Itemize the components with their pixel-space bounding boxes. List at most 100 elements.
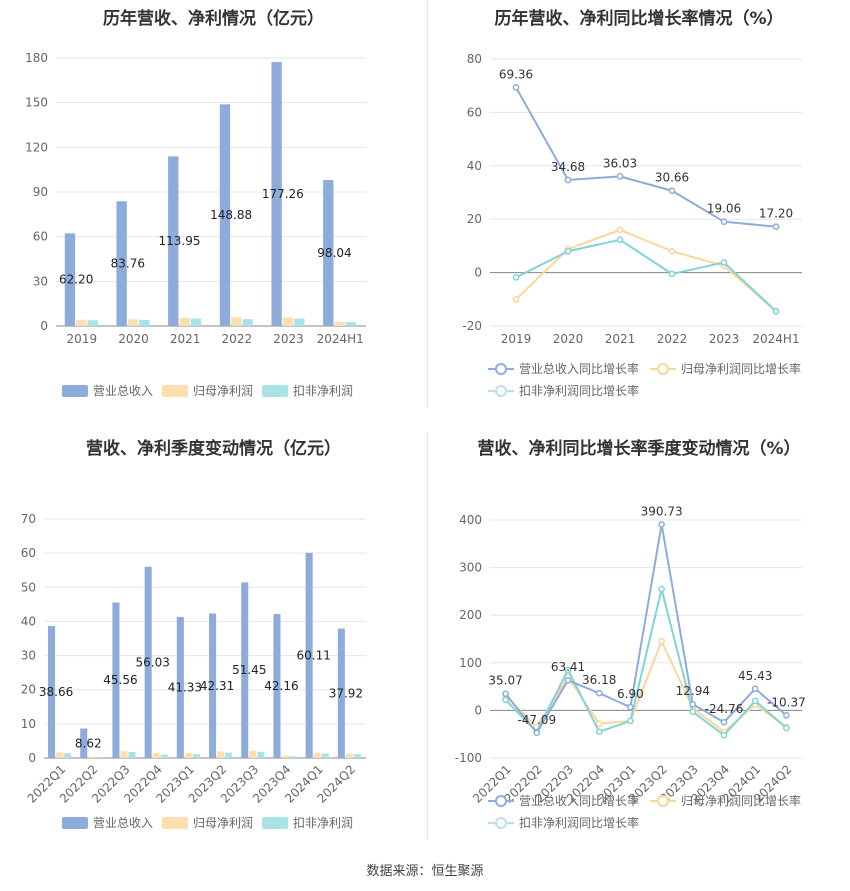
deducted-profit-bar	[139, 319, 150, 326]
deducted-growth-point	[564, 666, 572, 674]
annual-amount-title: 历年营收、净利情况（亿元）	[103, 9, 324, 29]
quarterly-growth-legend: 营业总收入同比增长率 归母净利润同比增长率 扣非净利润同比增长率	[428, 792, 850, 836]
parent-profit-bar	[281, 755, 289, 758]
legend-q-revenue-growth-label: 营业总收入同比增长率	[519, 794, 640, 808]
revenue-data-label: 38.66	[39, 685, 73, 699]
annual-growth-title: 历年营收、净利同比增长率情况（%）	[494, 9, 784, 29]
y-tick-label: 0	[474, 703, 482, 717]
revenue-bar	[305, 552, 313, 758]
legend-q-parent-growth[interactable]: 归母净利润同比增长率	[650, 792, 801, 809]
revenue-data-label: 8.62	[75, 736, 102, 750]
y-tick-label: 300	[459, 561, 482, 575]
legend-q-revenue[interactable]: 营业总收入	[62, 814, 153, 831]
legend-q-deducted-growth-swatch	[488, 816, 514, 829]
revenue-bar	[80, 728, 88, 758]
legend-deducted-growth-swatch	[488, 384, 514, 397]
legend-revenue-growth-swatch	[488, 362, 514, 375]
x-tick-label: 2021	[170, 332, 201, 346]
revenue-data-label: 56.03	[135, 655, 169, 669]
x-tick-label: 2020	[553, 332, 584, 346]
deducted-growth-point	[502, 696, 509, 704]
legend-q-deducted-profit[interactable]: 扣非净利润	[262, 814, 353, 831]
parent-profit-bar	[345, 753, 353, 758]
revenue-data-label: 42.16	[264, 679, 298, 693]
legend-revenue-growth[interactable]: 营业总收入同比增长率	[488, 360, 639, 377]
y-tick-label: 200	[459, 608, 482, 622]
quarterly-amount-chart: 0102030405060702022Q12022Q22022Q32022Q42…	[21, 512, 366, 806]
parent-profit-bar	[152, 752, 160, 758]
revenue-growth-data-label: 69.36	[499, 67, 533, 81]
legend-parent-profit-swatch	[162, 384, 188, 397]
parent-profit-bar	[282, 317, 294, 326]
revenue-growth-point	[668, 187, 676, 195]
y-tick-label: 120	[25, 140, 48, 154]
revenue-bar	[48, 626, 56, 758]
x-tick-label: 2024H1	[317, 332, 364, 346]
revenue-growth-point	[595, 689, 603, 697]
y-tick-label: 10	[21, 717, 36, 731]
revenue-bar	[271, 62, 282, 326]
y-tick-label: 40	[21, 614, 36, 628]
quarterly-amount-legend: 营业总收入 归母净利润 扣非净利润	[0, 814, 427, 834]
legend-deducted-profit[interactable]: 扣非净利润	[262, 382, 353, 399]
legend-parent-profit[interactable]: 归母净利润	[162, 382, 253, 399]
revenue-growth-data-label: 390.73	[641, 504, 683, 518]
annual-amount-panel: 历年营收、净利情况（亿元） 0 30 60 90 120 150 180 2019 2020 20…	[0, 0, 427, 410]
quarterly-growth-title: 营收、净利同比增长率季度变动情况（%）	[477, 439, 801, 459]
y-tick-label: 0	[474, 266, 482, 280]
x-tick-label: 2023	[273, 332, 304, 346]
revenue-growth-data-label: 63.41	[551, 660, 585, 674]
parent-growth-point	[616, 226, 624, 234]
legend-deducted-growth[interactable]: 扣非净利润同比增长率	[488, 382, 639, 399]
parent-profit-bar	[231, 317, 242, 326]
legend-q-deducted-growth[interactable]: 扣非净利润同比增长率	[488, 814, 639, 831]
revenue-data-label: 62.20	[59, 273, 93, 287]
x-tick-label: 2022	[222, 332, 253, 346]
legend-q-deducted-growth-label: 扣非净利润同比增长率	[519, 816, 640, 830]
revenue-bar	[64, 233, 76, 326]
legend-q-revenue-growth-swatch	[488, 794, 514, 807]
y-tick-label: 20	[21, 683, 36, 697]
deducted-growth-line	[515, 238, 777, 313]
revenue-growth-point	[658, 521, 665, 528]
parent-profit-bar	[127, 319, 139, 326]
revenue-data-label: 83.76	[111, 257, 145, 271]
legend-parent-profit-label: 归母净利润	[193, 384, 254, 398]
parent-profit-bar	[249, 750, 257, 758]
parent-profit-bar	[184, 753, 192, 758]
parent-profit-bar	[334, 321, 345, 326]
y-tick-label: 60	[467, 105, 482, 119]
legend-q-parent-growth-label: 归母净利润同比增长率	[681, 794, 802, 808]
revenue-growth-data-label: 30.66	[655, 171, 689, 185]
deducted-profit-bar	[190, 318, 202, 326]
revenue-growth-point	[616, 173, 624, 180]
legend-q-revenue-growth[interactable]: 营业总收入同比增长率	[488, 792, 639, 809]
y-tick-label: 100	[459, 656, 482, 670]
revenue-growth-data-label: -24.76	[705, 702, 744, 716]
parent-growth-point	[658, 638, 665, 645]
legend-q-parent-profit[interactable]: 归母净利润	[162, 814, 253, 831]
revenue-growth-line	[504, 524, 788, 735]
deducted-growth-point	[564, 247, 572, 255]
y-tick-label: 20	[467, 212, 482, 226]
annual-amount-chart: 0 30 60 90 120 150 180 2019 2020 2021 2022 2023 2024…	[25, 51, 366, 346]
y-tick-label: 60	[21, 546, 36, 560]
annual-growth-chart: -20 0 20 40 60 80 2019 2020 2021 2022 2023 2024H1 69…	[462, 52, 802, 346]
revenue-growth-point	[564, 176, 572, 184]
revenue-bar	[112, 602, 120, 758]
revenue-growth-point	[533, 729, 541, 737]
parent-profit-bar	[56, 752, 64, 758]
quarterly-amount-panel: 营收、净利季度变动情况（亿元） 0 10 20 30 40 50 60 70 2022Q1 202…	[0, 430, 427, 850]
parent-profit-bar	[120, 751, 128, 758]
deducted-growth-point	[772, 307, 780, 315]
parent-profit-bar	[313, 752, 321, 758]
revenue-growth-point	[720, 218, 728, 226]
y-tick-label: -20	[462, 319, 482, 333]
y-tick-label: 0	[40, 319, 48, 333]
deducted-growth-point	[720, 731, 728, 739]
x-tick-label: 2023	[709, 332, 740, 346]
legend-parent-growth[interactable]: 归母净利润同比增长率	[650, 360, 801, 377]
y-tick-label: 40	[467, 159, 482, 173]
legend-revenue[interactable]: 营业总收入	[62, 382, 153, 399]
deducted-profit-bar	[321, 753, 329, 758]
